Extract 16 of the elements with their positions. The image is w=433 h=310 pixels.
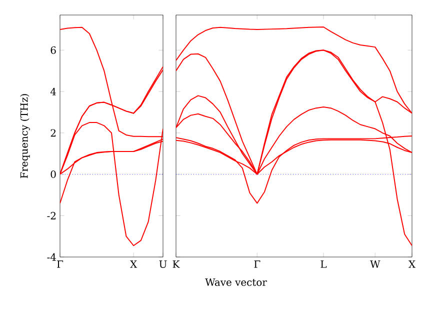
x-tick-label: L [320, 260, 327, 268]
y-axis-title: Frequency (THz) [20, 94, 30, 178]
x-tick-label: U [159, 260, 167, 268]
x-tick-label: X [130, 260, 138, 268]
x-tick-label: K [172, 260, 180, 268]
y-tick-label: 6 [50, 46, 56, 54]
x-axis-title: Wave vector [205, 278, 267, 286]
y-tick-label: 0 [50, 170, 56, 178]
x-tick-label: X [408, 260, 416, 268]
y-tick-label: 4 [50, 88, 56, 96]
x-tick-label: Γ [57, 260, 64, 268]
y-tick-label: -4 [47, 253, 56, 261]
y-tick-label: -2 [47, 212, 56, 220]
x-tick-label: Γ [254, 260, 260, 268]
x-tick-label: W [370, 260, 380, 268]
y-tick-label: 2 [50, 129, 56, 137]
